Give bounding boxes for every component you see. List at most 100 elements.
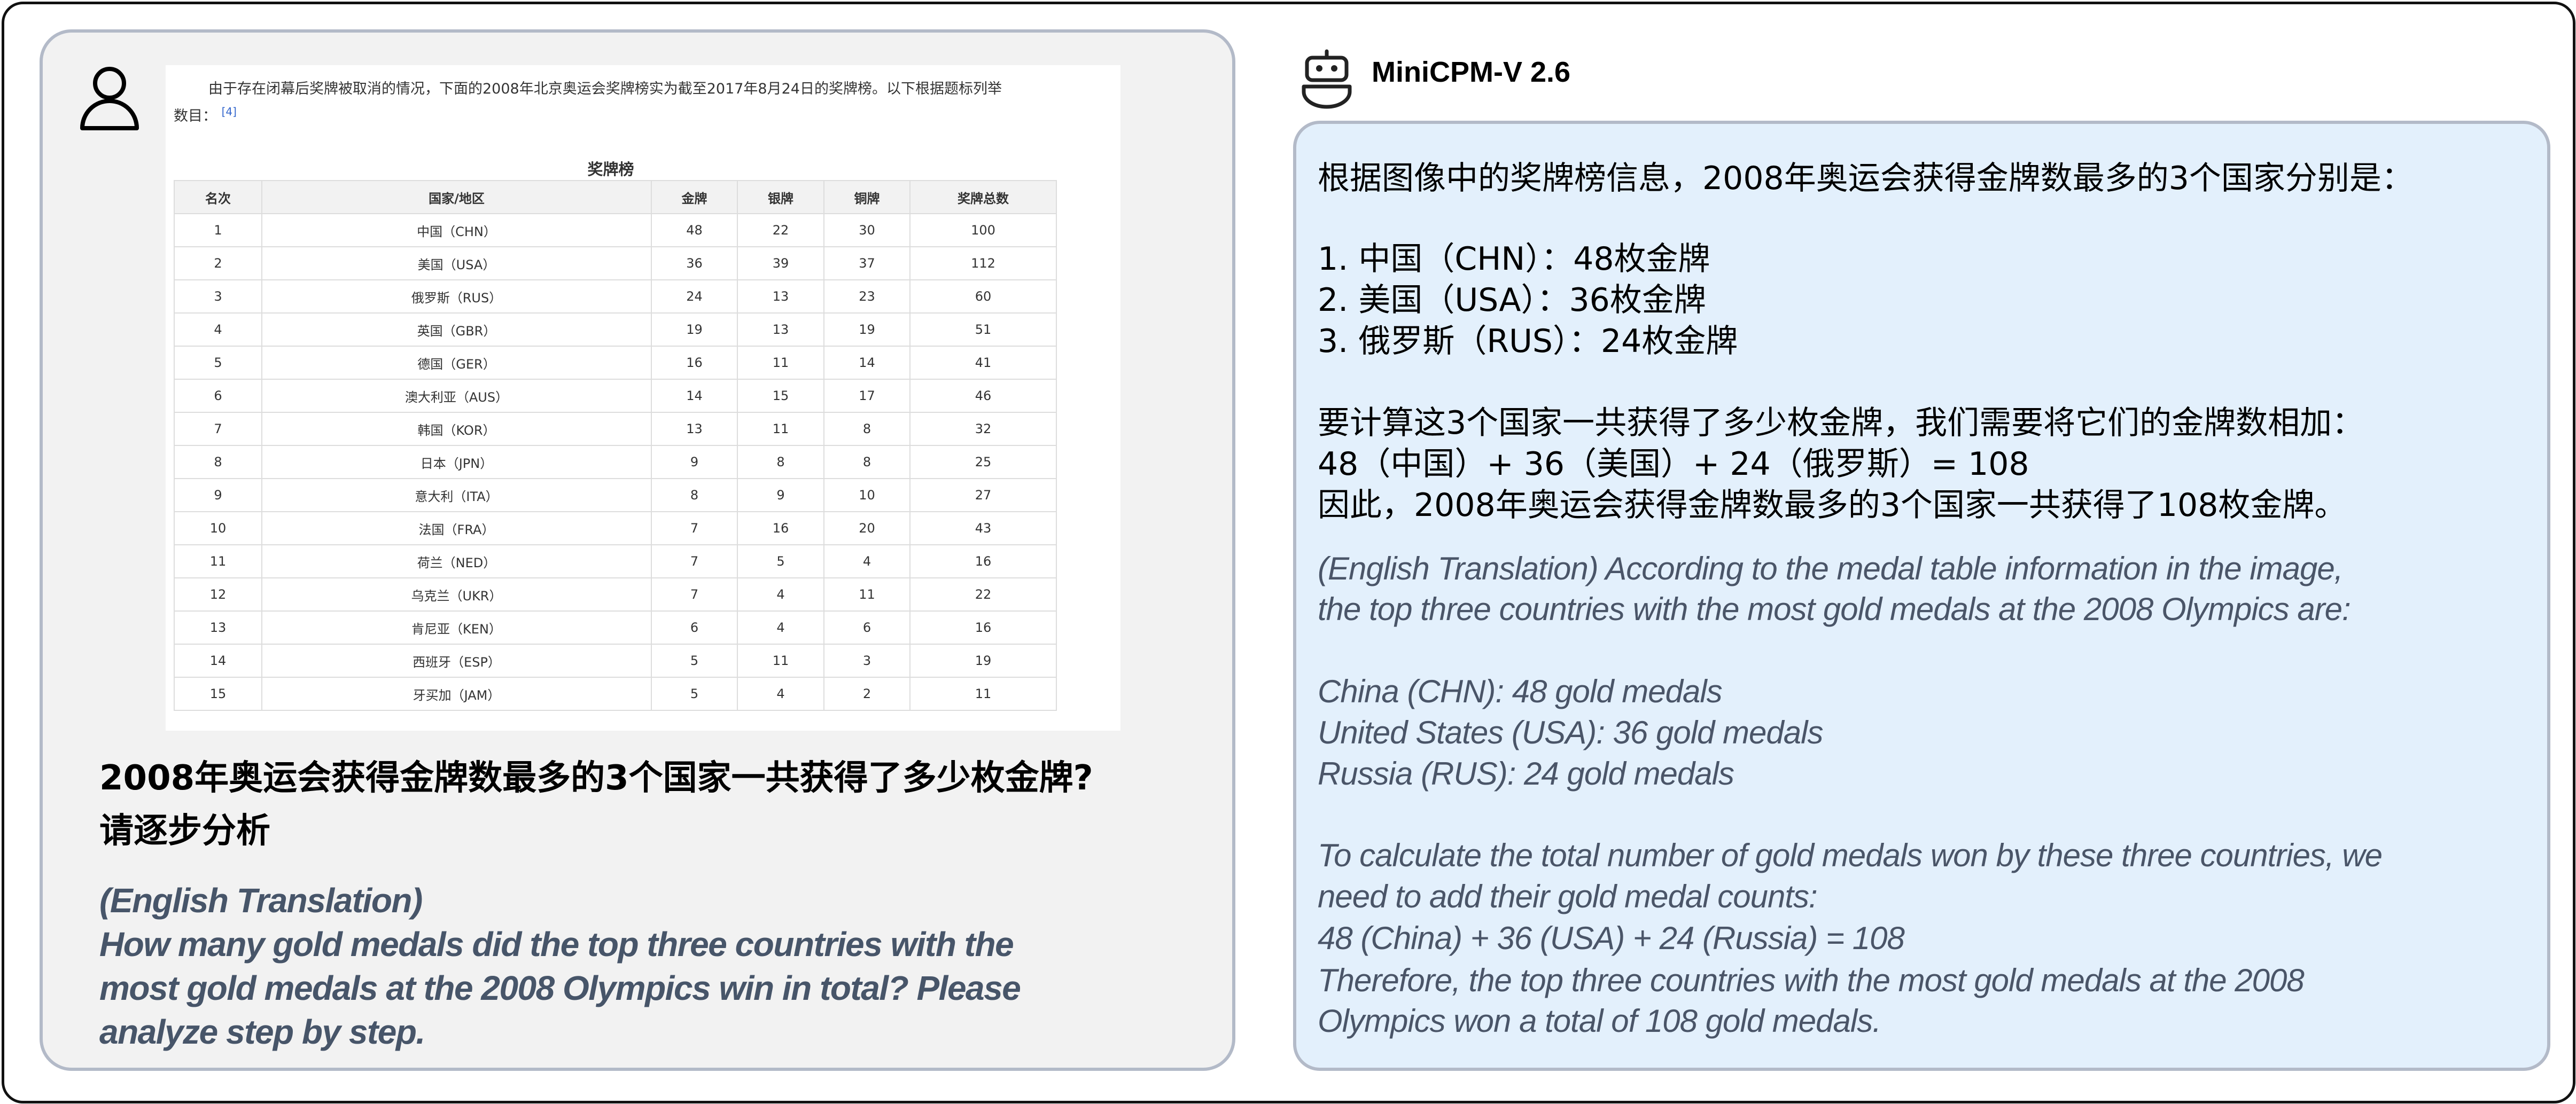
rank-cell: 4 [174, 312, 262, 347]
total-cell: 27 [909, 478, 1057, 512]
rank-cell: 3 [174, 279, 262, 314]
answer-line: 48（中国）+ 36（美国）+ 24（俄罗斯）= 108 [1318, 445, 2029, 483]
country-cell: 美国（USA） [261, 246, 652, 280]
question-chinese: 2008年奥运会获得金牌数最多的3个国家一共获得了多少枚金牌? 请逐步分析 [99, 752, 1093, 858]
header-silver: 银牌 [737, 180, 824, 214]
header-country: 国家/地区 [261, 180, 652, 214]
total-cell: 32 [909, 412, 1057, 446]
gold-cell: 7 [651, 577, 738, 612]
bronze-cell: 8 [823, 445, 910, 479]
silver-cell: 13 [737, 312, 824, 347]
gold-cell: 14 [651, 379, 738, 413]
gold-cell: 13 [651, 412, 738, 446]
silver-cell: 9 [737, 478, 824, 512]
table-row: 3 俄罗斯（RUS） 24 13 23 60 [174, 279, 1057, 314]
gold-cell: 9 [651, 445, 738, 479]
rank-cell: 8 [174, 445, 262, 479]
silver-cell: 13 [737, 279, 824, 314]
silver-cell: 22 [737, 213, 824, 247]
table-row: 1 中国（CHN） 48 22 30 100 [174, 213, 1057, 247]
table-row: 12 乌克兰（UKR） 7 4 11 22 [174, 577, 1057, 612]
silver-cell: 11 [737, 412, 824, 446]
rank-cell: 7 [174, 412, 262, 446]
total-cell: 25 [909, 445, 1057, 479]
total-cell: 112 [909, 246, 1057, 280]
translation-line: Olympics won a total of 108 gold medals. [1318, 1003, 1881, 1039]
country-cell: 俄罗斯（RUS） [261, 279, 652, 314]
bronze-cell: 19 [823, 312, 910, 347]
total-cell: 46 [909, 379, 1057, 413]
table-row: 6 澳大利亚（AUS） 14 15 17 46 [174, 379, 1057, 413]
translation-line: Russia (RUS): 24 gold medals [1318, 756, 1734, 792]
table-row: 15 牙买加（JAM） 5 4 2 11 [174, 677, 1057, 711]
bronze-cell: 23 [823, 279, 910, 314]
table-row: 11 荷兰（NED） 7 5 4 16 [174, 544, 1057, 578]
gold-cell: 5 [651, 644, 738, 678]
bronze-cell: 14 [823, 346, 910, 380]
country-cell: 德国（GER） [261, 346, 652, 380]
bronze-cell: 2 [823, 677, 910, 711]
country-cell: 乌克兰（UKR） [261, 577, 652, 612]
bronze-cell: 30 [823, 213, 910, 247]
gold-cell: 8 [651, 478, 738, 512]
question-english: (English Translation) How many gold meda… [99, 879, 1021, 1054]
rank-cell: 15 [174, 677, 262, 711]
silver-cell: 8 [737, 445, 824, 479]
gold-cell: 48 [651, 213, 738, 247]
bronze-cell: 3 [823, 644, 910, 678]
table-row: 8 日本（JPN） 9 8 8 25 [174, 445, 1057, 479]
country-cell: 中国（CHN） [261, 213, 652, 247]
table-row: 7 韩国（KOR） 13 11 8 32 [174, 412, 1057, 446]
intro-text: 由于存在闭幕后奖牌被取消的情况，下面的2008年北京奥运会奖牌榜实为截至2017… [208, 81, 1002, 97]
translation-line: need to add their gold medal counts: [1318, 879, 1818, 914]
rank-cell: 10 [174, 511, 262, 545]
translation-line: To calculate the total number of gold me… [1318, 837, 2383, 873]
citation-link[interactable]: [4] [221, 105, 237, 118]
rank-cell: 13 [174, 610, 262, 645]
question-line: How many gold medals did the top three c… [99, 925, 1014, 964]
header-rank: 名次 [174, 180, 262, 214]
bronze-cell: 17 [823, 379, 910, 413]
silver-cell: 11 [737, 346, 824, 380]
silver-cell: 39 [737, 246, 824, 280]
country-cell: 西班牙（ESP） [261, 644, 652, 678]
bronze-cell: 37 [823, 246, 910, 280]
country-cell: 韩国（KOR） [261, 412, 652, 446]
silver-cell: 4 [737, 577, 824, 612]
silver-cell: 15 [737, 379, 824, 413]
country-cell: 法国（FRA） [261, 511, 652, 545]
header-total: 奖牌总数 [909, 180, 1057, 214]
translation-line: Therefore, the top three countries with … [1318, 962, 2305, 998]
gold-cell: 7 [651, 511, 738, 545]
bronze-cell: 20 [823, 511, 910, 545]
country-cell: 牙买加（JAM） [261, 677, 652, 711]
total-cell: 100 [909, 213, 1057, 247]
country-cell: 日本（JPN） [261, 445, 652, 479]
table-row: 14 西班牙（ESP） 5 11 3 19 [174, 644, 1057, 678]
rank-cell: 6 [174, 379, 262, 413]
header-gold: 金牌 [651, 180, 738, 214]
translation-line: United States (USA): 36 gold medals [1318, 715, 1823, 750]
rank-cell: 11 [174, 544, 262, 578]
bronze-cell: 6 [823, 610, 910, 645]
silver-cell: 4 [737, 610, 824, 645]
medal-table: 名次 国家/地区 金牌 银牌 铜牌 奖牌总数 1 中国（CHN） 48 22 30 100… [174, 180, 1057, 711]
total-cell: 16 [909, 610, 1057, 645]
rank-cell: 12 [174, 577, 262, 612]
rank-cell: 14 [174, 644, 262, 678]
total-cell: 11 [909, 677, 1057, 711]
table-header-row: 名次 国家/地区 金牌 银牌 铜牌 奖牌总数 [174, 180, 1057, 214]
country-cell: 荷兰（NED） [261, 544, 652, 578]
table-row: 9 意大利（ITA） 8 9 10 27 [174, 478, 1057, 512]
total-cell: 19 [909, 644, 1057, 678]
gold-cell: 36 [651, 246, 738, 280]
country-cell: 肯尼亚（KEN） [261, 610, 652, 645]
total-cell: 22 [909, 577, 1057, 612]
table-row: 10 法国（FRA） 7 16 20 43 [174, 511, 1057, 545]
country-cell: 意大利（ITA） [261, 478, 652, 512]
rank-cell: 9 [174, 478, 262, 512]
model-name: MiniCPM-V 2.6 [1372, 56, 1571, 88]
silver-cell: 11 [737, 644, 824, 678]
table-title: 奖牌榜 [587, 160, 634, 178]
